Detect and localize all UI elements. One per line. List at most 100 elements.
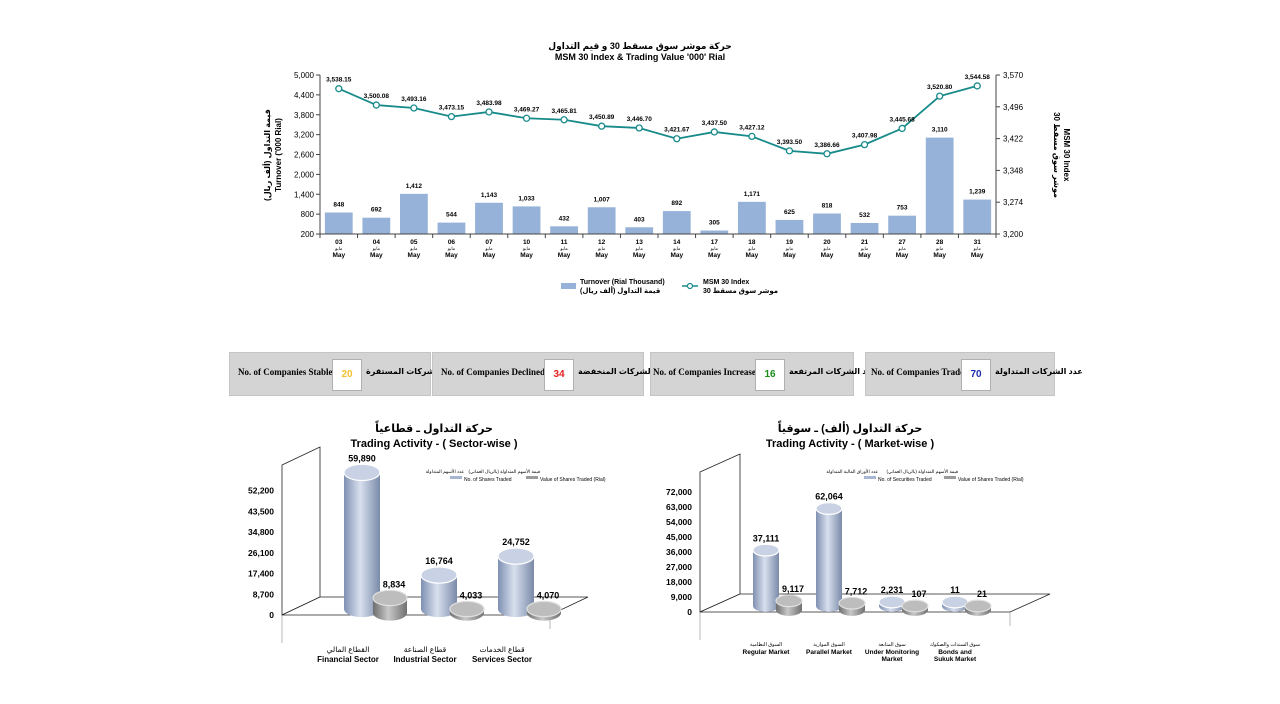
y-tick-label: 45,000 [666,532,692,542]
y-tick-label: 18,000 [666,577,692,587]
msm30-point-label: 3,469.27 [514,106,540,113]
x-tick-month: May [971,252,984,259]
x-tick-month-arabic: مايو [522,246,531,251]
left-tick-label: 200 [301,230,315,239]
y-tick-label: 36,000 [666,547,692,557]
x-tick-day: 13 [636,239,644,246]
sector-chart-title-arabic: حركة التداول ـ قطاعياً [375,420,493,435]
category-label-arabic: سوق السندات والصكوك [930,642,980,648]
right-tick-label: 3,348 [1003,166,1024,175]
msm30-point [823,150,831,158]
turnover-bar [550,226,579,234]
x-tick-month: May [520,252,533,259]
msm30-point [673,135,681,143]
stat-box-increased: No. of Companies Increased 16 عدد الشركا… [650,352,876,396]
left-y-axis-label-arabic: قيمة التداول (ألف ريال) [262,109,272,201]
right-y-axis-label-arabic: موشر سوق مسقط 30 [1052,112,1061,198]
legend-securities-label: No. of Securities Traded [878,477,932,483]
x-tick-month-arabic: مايو [334,246,343,251]
x-tick-month: May [746,252,759,259]
cylinder-top [775,594,803,608]
left-tick-label: 4,400 [294,91,315,100]
msm30-point-label: 3,421.67 [664,127,690,134]
x-tick-month-arabic: مايو [747,246,756,251]
turnover-bar [925,137,954,234]
x-tick-month: May [332,252,345,259]
turnover-bar [625,227,654,234]
y-tick-label: 9,000 [671,592,693,602]
cylinder-top [449,600,485,618]
turnover-bar-label: 403 [634,216,645,223]
chart-title: MSM 30 Index & Trading Value '000' Rial [555,52,725,62]
legend-index-label-arabic: موشر سوق مسقط 30 [703,288,778,295]
msm30-point [860,140,869,149]
cylinder-top [838,596,866,610]
stat-value: 70 [961,359,991,391]
market-wise-chart: حركة التداول (ألف) ـ سوقياً Trading Acti… [666,420,1051,663]
x-tick-day: 28 [936,239,944,246]
y-tick-label: 52,200 [248,486,274,496]
stat-label-arabic: عدد الشركات المتداولة [995,367,1083,376]
turnover-bar [512,206,541,234]
msm30-point [710,128,718,136]
cylinder-value-label: 16,764 [425,556,453,566]
msm30-point-label: 3,393.50 [777,139,803,146]
y-tick-label: 54,000 [666,517,692,527]
sector-chart-title: Trading Activity - ( Sector-wise ) [350,438,517,450]
sector-wise-chart: حركة التداول ـ قطاعياً Trading Activity … [248,420,606,664]
legend-index-label: MSM 30 Index [703,279,749,286]
left-y-axis: 5,000 4,400 3,800 3,200 2,600 2,000 1,400 800 20… [294,71,321,239]
category-label: Services Sector [472,655,532,664]
turnover-bar [775,219,804,234]
left-tick-label: 5,000 [294,71,315,80]
cylinder-top [878,595,906,609]
y-tick-label: 0 [269,610,274,620]
cylinder-value-label: 59,890 [348,453,376,463]
turnover-bar-label: 432 [559,215,570,222]
legend-securities-swatch [864,476,876,479]
cylinder-value-label: 107 [911,589,926,599]
legend-turnover-label: Turnover (Rial Thousand) [580,279,665,286]
x-tick-day: 21 [861,239,869,246]
msm30-point [785,147,794,155]
side-wall [281,446,321,616]
turnover-bar-label: 1,143 [481,192,498,199]
legend-shares-label-arabic: عدد الأسهم المتداولة [426,468,465,475]
turnover-bar [399,193,428,234]
x-tick-month-arabic: مايو [635,246,644,251]
y-tick-label: 8,700 [253,589,275,599]
msm30-point-label: 3,407.98 [852,133,878,140]
x-tick-day: 04 [373,239,381,246]
left-tick-label: 1,400 [294,190,315,199]
floor [699,593,1051,613]
category-label: Regular Market [743,649,791,656]
legend-value-swatch [526,476,538,479]
turnover-bar-label: 1,239 [969,189,986,196]
cylinder-bar-volume [753,550,779,612]
msm30-point-label: 3,437.50 [702,120,728,127]
turnover-bars: 848 692 1,412 544 1,143 1,033 432 1,007 403 892 30… [324,127,992,234]
cylinder-value-label: 7,712 [845,586,868,596]
msm30-point [410,104,418,112]
cylinder-bar-volume [421,575,457,618]
stat-label-arabic: عدد الشركات المنخفضة [578,367,670,376]
legend-value-label: Value of Shares Traded (Rial) [958,477,1024,483]
legend-turnover-label-arabic: قيمة التداول (ألف ريال) [580,286,661,295]
left-tick-label: 2,600 [294,151,315,160]
turnover-bar [587,207,616,234]
msm30-line-path [338,85,978,155]
cylinder-top [526,600,562,618]
x-tick-day: 27 [898,239,906,246]
msm30-point-label: 3,473.15 [439,105,465,112]
msm30-point-label: 3,465.81 [551,108,577,115]
x-tick-day: 10 [523,239,531,246]
left-tick-label: 800 [301,210,315,219]
cylinder-top [901,599,929,613]
cylinder-value-label: 24,752 [502,537,530,547]
x-tick-day: 14 [673,239,681,246]
turnover-bar-label: 1,171 [744,191,761,198]
stat-label: No. of Companies Increased [653,367,761,377]
x-tick-day: 20 [823,239,831,246]
